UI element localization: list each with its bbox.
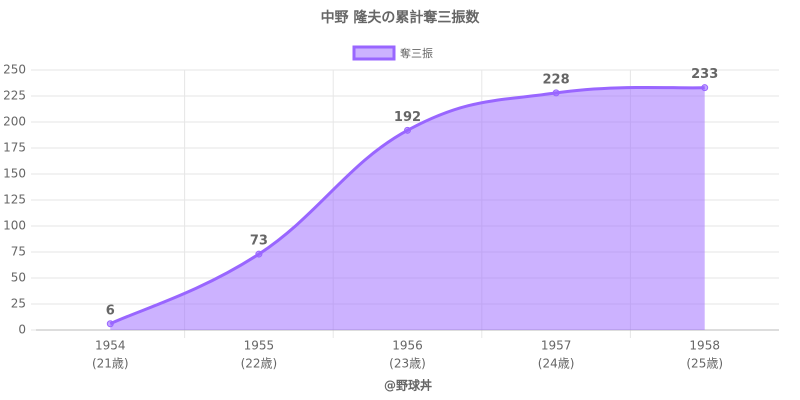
point bbox=[106, 320, 114, 328]
value-label: 73 bbox=[250, 234, 268, 249]
point bbox=[255, 250, 263, 258]
x-axis-label: @野球丼 bbox=[384, 378, 432, 393]
y-tick-label: 50 bbox=[11, 271, 26, 285]
point bbox=[552, 89, 560, 97]
y-tick-label: 100 bbox=[3, 219, 26, 233]
x-tick-note: (23歳) bbox=[389, 357, 426, 371]
y-tick-label: 0 bbox=[18, 323, 26, 337]
x-tick-note: (22歳) bbox=[241, 357, 278, 371]
y-tick-label: 225 bbox=[3, 89, 26, 103]
x-tick-label: 1955 bbox=[244, 339, 275, 353]
value-label: 228 bbox=[543, 72, 570, 87]
x-tick-note: (25歳) bbox=[686, 357, 723, 371]
x-tick-note: (24歳) bbox=[538, 357, 575, 371]
y-tick-label: 250 bbox=[3, 63, 26, 77]
x-tick-label: 1956 bbox=[392, 339, 423, 353]
y-tick-label: 75 bbox=[11, 245, 26, 259]
y-tick-label: 150 bbox=[3, 167, 26, 181]
x-tick-label: 1958 bbox=[689, 339, 720, 353]
x-tick-note: (21歳) bbox=[92, 357, 129, 371]
chart-title: 中野 隆夫の累計奪三振数 bbox=[321, 9, 481, 26]
value-label: 6 bbox=[106, 303, 115, 318]
y-tick-label: 125 bbox=[3, 193, 26, 207]
point bbox=[701, 84, 709, 92]
legend-swatch bbox=[352, 45, 396, 61]
value-label: 192 bbox=[394, 110, 421, 125]
y-tick-label: 175 bbox=[3, 141, 26, 155]
area bbox=[110, 87, 705, 330]
y-tick-label: 200 bbox=[3, 115, 26, 129]
value-label: 233 bbox=[691, 67, 718, 82]
point bbox=[404, 126, 411, 134]
x-tick-label: 1957 bbox=[541, 339, 572, 353]
x-tick-label: 1954 bbox=[95, 339, 126, 353]
legend-label: 奪三振 bbox=[400, 46, 433, 60]
y-tick-label: 25 bbox=[11, 297, 26, 311]
